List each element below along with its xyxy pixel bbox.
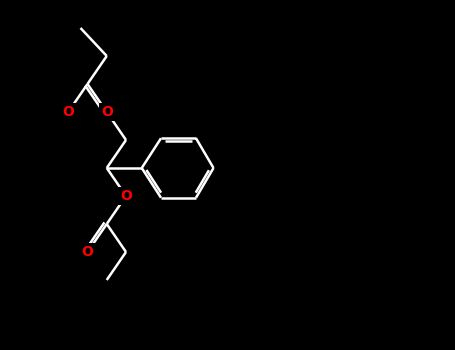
Text: O: O — [81, 245, 93, 259]
Text: O: O — [62, 105, 74, 119]
Text: O: O — [101, 105, 113, 119]
Text: O: O — [120, 189, 132, 203]
